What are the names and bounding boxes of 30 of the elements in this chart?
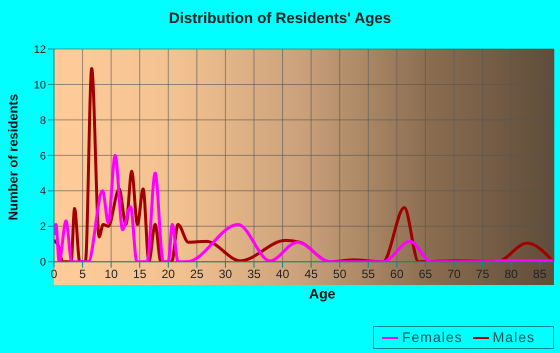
x-tick-label: 85 <box>533 267 547 282</box>
chart-title: Distribution of Residents' Ages <box>168 10 392 27</box>
x-tick-label: 30 <box>218 267 232 282</box>
legend-label: Females <box>402 328 463 345</box>
y-tick-label: 2 <box>40 221 46 234</box>
y-tick-label: 4 <box>40 186 46 198</box>
x-tick-label: 15 <box>133 267 147 282</box>
x-tick-label: 25 <box>190 267 204 282</box>
x-tick-label: 65 <box>418 267 432 282</box>
x-tick-label: 50 <box>333 267 347 282</box>
x-tick-label: 40 <box>276 267 290 282</box>
y-tick-label: 0 <box>40 256 46 269</box>
x-tick-label: 0 <box>50 267 58 282</box>
x-tick-label: 75 <box>476 267 490 282</box>
y-axis-title: Number of residents <box>6 94 21 220</box>
y-tick-label: 12 <box>34 44 46 56</box>
y-tick-label: 10 <box>34 79 46 92</box>
x-tick-label: 5 <box>79 267 86 282</box>
x-tick-label: 60 <box>390 267 404 282</box>
x-tick-label: 20 <box>162 267 176 282</box>
x-tick-label: 70 <box>447 267 461 282</box>
x-axis-title: Age <box>309 286 336 302</box>
y-tick-label: 6 <box>40 150 46 162</box>
x-tick-label: 45 <box>304 267 318 282</box>
x-tick-label: 10 <box>104 267 118 282</box>
y-tick-label: 8 <box>40 114 46 127</box>
x-tick-label: 80 <box>504 267 518 282</box>
x-tick-label: 55 <box>362 267 376 282</box>
legend-label: Males <box>492 328 535 345</box>
x-tick-label: 35 <box>247 267 261 282</box>
